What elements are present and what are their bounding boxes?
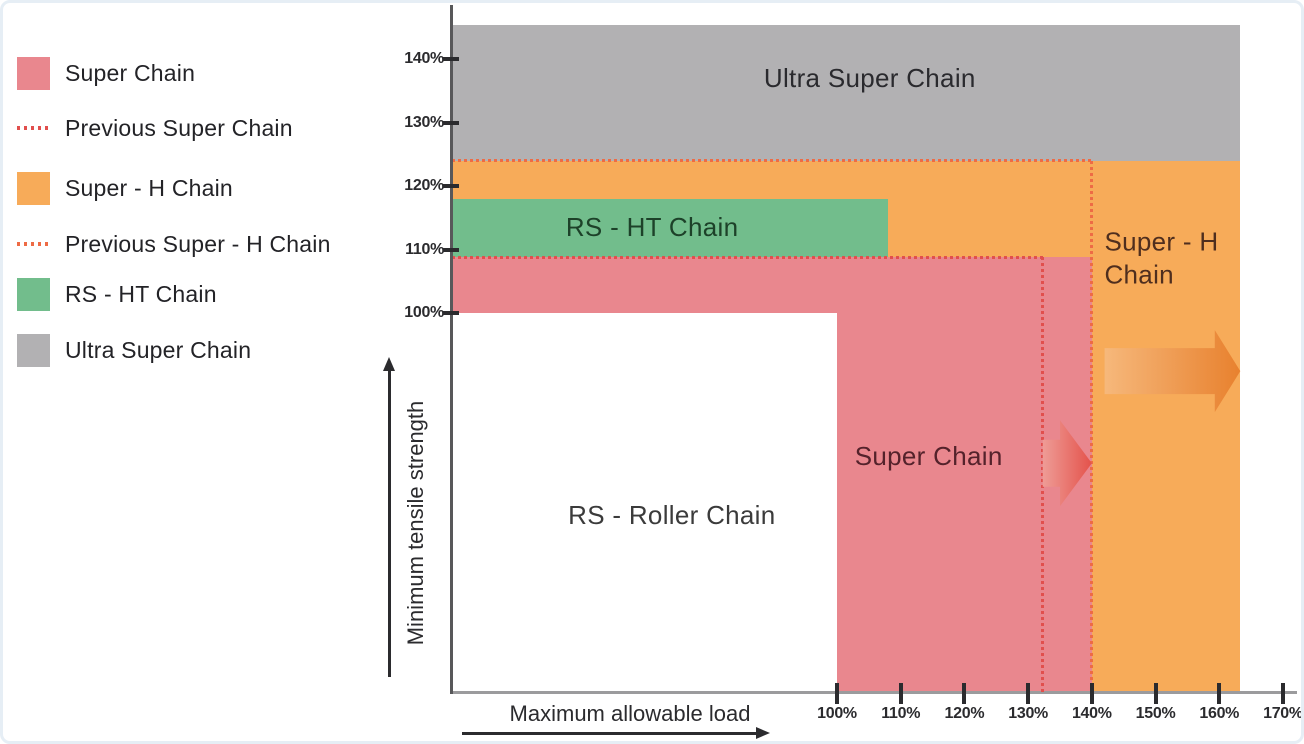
- x-axis-tick-label: 110%: [881, 705, 921, 722]
- y-axis-line: [450, 5, 453, 694]
- x-axis-tick-label: 100%: [817, 705, 857, 722]
- legend-label: Super Chain: [65, 59, 196, 86]
- prev-boundary-side-previous-super-chain: [1041, 257, 1045, 692]
- previous-super-h-chain-swatch: [17, 242, 50, 246]
- region-label-super-chain: Super Chain: [854, 440, 1003, 471]
- x-axis-title: Maximum allowable load: [509, 701, 751, 726]
- y-axis-tick-label: 110%: [405, 240, 444, 258]
- y-axis-tick-label: 130%: [404, 113, 444, 131]
- y-axis-tick-label: 100%: [404, 304, 444, 321]
- region-label-rs-roller-chain: RS - Roller Chain: [568, 499, 776, 530]
- x-axis-tick: [835, 683, 839, 704]
- legend-item-rs-ht-chain: RS - HT Chain: [17, 277, 217, 311]
- x-axis-tick-label: 170%: [1263, 705, 1303, 722]
- super-chain-swatch: [17, 56, 50, 90]
- legend-item-previous-super-chain: Previous Super Chain: [17, 111, 293, 145]
- y-axis-tick-label: 140%: [404, 50, 444, 67]
- region-ultra-super-chain: [452, 25, 1241, 161]
- legend-label: Super - H Chain: [65, 174, 233, 201]
- legend-label: Previous Super Chain: [65, 114, 293, 141]
- x-axis-direction-arrow: [462, 732, 758, 735]
- legend-item-super-h-chain: Super - H Chain: [17, 171, 233, 205]
- previous-super-chain-swatch: [17, 126, 50, 130]
- y-axis-title: Minimum tensile strength: [403, 400, 428, 646]
- prev-boundary-side-previous-super-h-chain: [1090, 160, 1094, 692]
- legend-label: Previous Super - H Chain: [65, 230, 331, 257]
- y-axis-arrow-head-icon: [383, 357, 395, 371]
- y-axis-tick: [443, 184, 459, 188]
- y-axis-tick: [443, 311, 459, 315]
- y-axis-tick: [443, 247, 459, 252]
- legend-label: RS - HT Chain: [65, 280, 217, 307]
- y-axis-direction-arrow: [388, 370, 391, 677]
- legend-item-ultra-super-chain: Ultra Super Chain: [17, 333, 251, 367]
- legend-label: Ultra Super Chain: [65, 336, 252, 363]
- region-rs-roller-chain: [452, 313, 837, 692]
- x-axis-tick: [962, 683, 967, 704]
- legend-item-super-chain: Super Chain: [17, 56, 195, 90]
- prev-boundary-top-previous-super-h-chain: [452, 159, 1092, 163]
- legend-item-previous-super-h-chain: Previous Super - H Chain: [17, 227, 331, 261]
- region-label-ultra-super-chain: Ultra Super Chain: [763, 62, 976, 93]
- x-axis-tick: [1153, 683, 1158, 704]
- region-label-rs-ht-chain: RS - HT Chain: [565, 211, 739, 242]
- x-axis-tick-label: 160%: [1199, 705, 1240, 722]
- x-axis-tick-label: 150%: [1135, 705, 1176, 722]
- x-axis-tick: [1026, 683, 1031, 704]
- super-h-chain-swatch: [17, 171, 50, 205]
- prev-boundary-top-previous-super-chain: [452, 255, 1043, 259]
- x-axis-tick-label: 130%: [1008, 705, 1048, 722]
- ultra-super-chain-swatch: [17, 333, 50, 367]
- x-axis-line: [450, 691, 1297, 694]
- y-axis-tick: [443, 57, 459, 61]
- x-axis-tick: [898, 683, 903, 704]
- rs-ht-chain-swatch: [17, 277, 50, 311]
- y-axis-tick-label: 120%: [404, 177, 444, 194]
- x-axis-tick-label: 140%: [1071, 705, 1112, 722]
- x-axis-tick: [1089, 683, 1094, 704]
- x-axis-tick-label: 120%: [944, 705, 985, 722]
- region-label-super-h-chain: Super - H Chain: [1104, 226, 1219, 290]
- x-axis-arrow-head-icon: [756, 727, 770, 739]
- region-rs-ht-chain: [452, 198, 888, 258]
- x-axis-tick: [1280, 683, 1285, 704]
- x-axis-tick: [1217, 683, 1222, 704]
- y-axis-tick: [443, 120, 459, 125]
